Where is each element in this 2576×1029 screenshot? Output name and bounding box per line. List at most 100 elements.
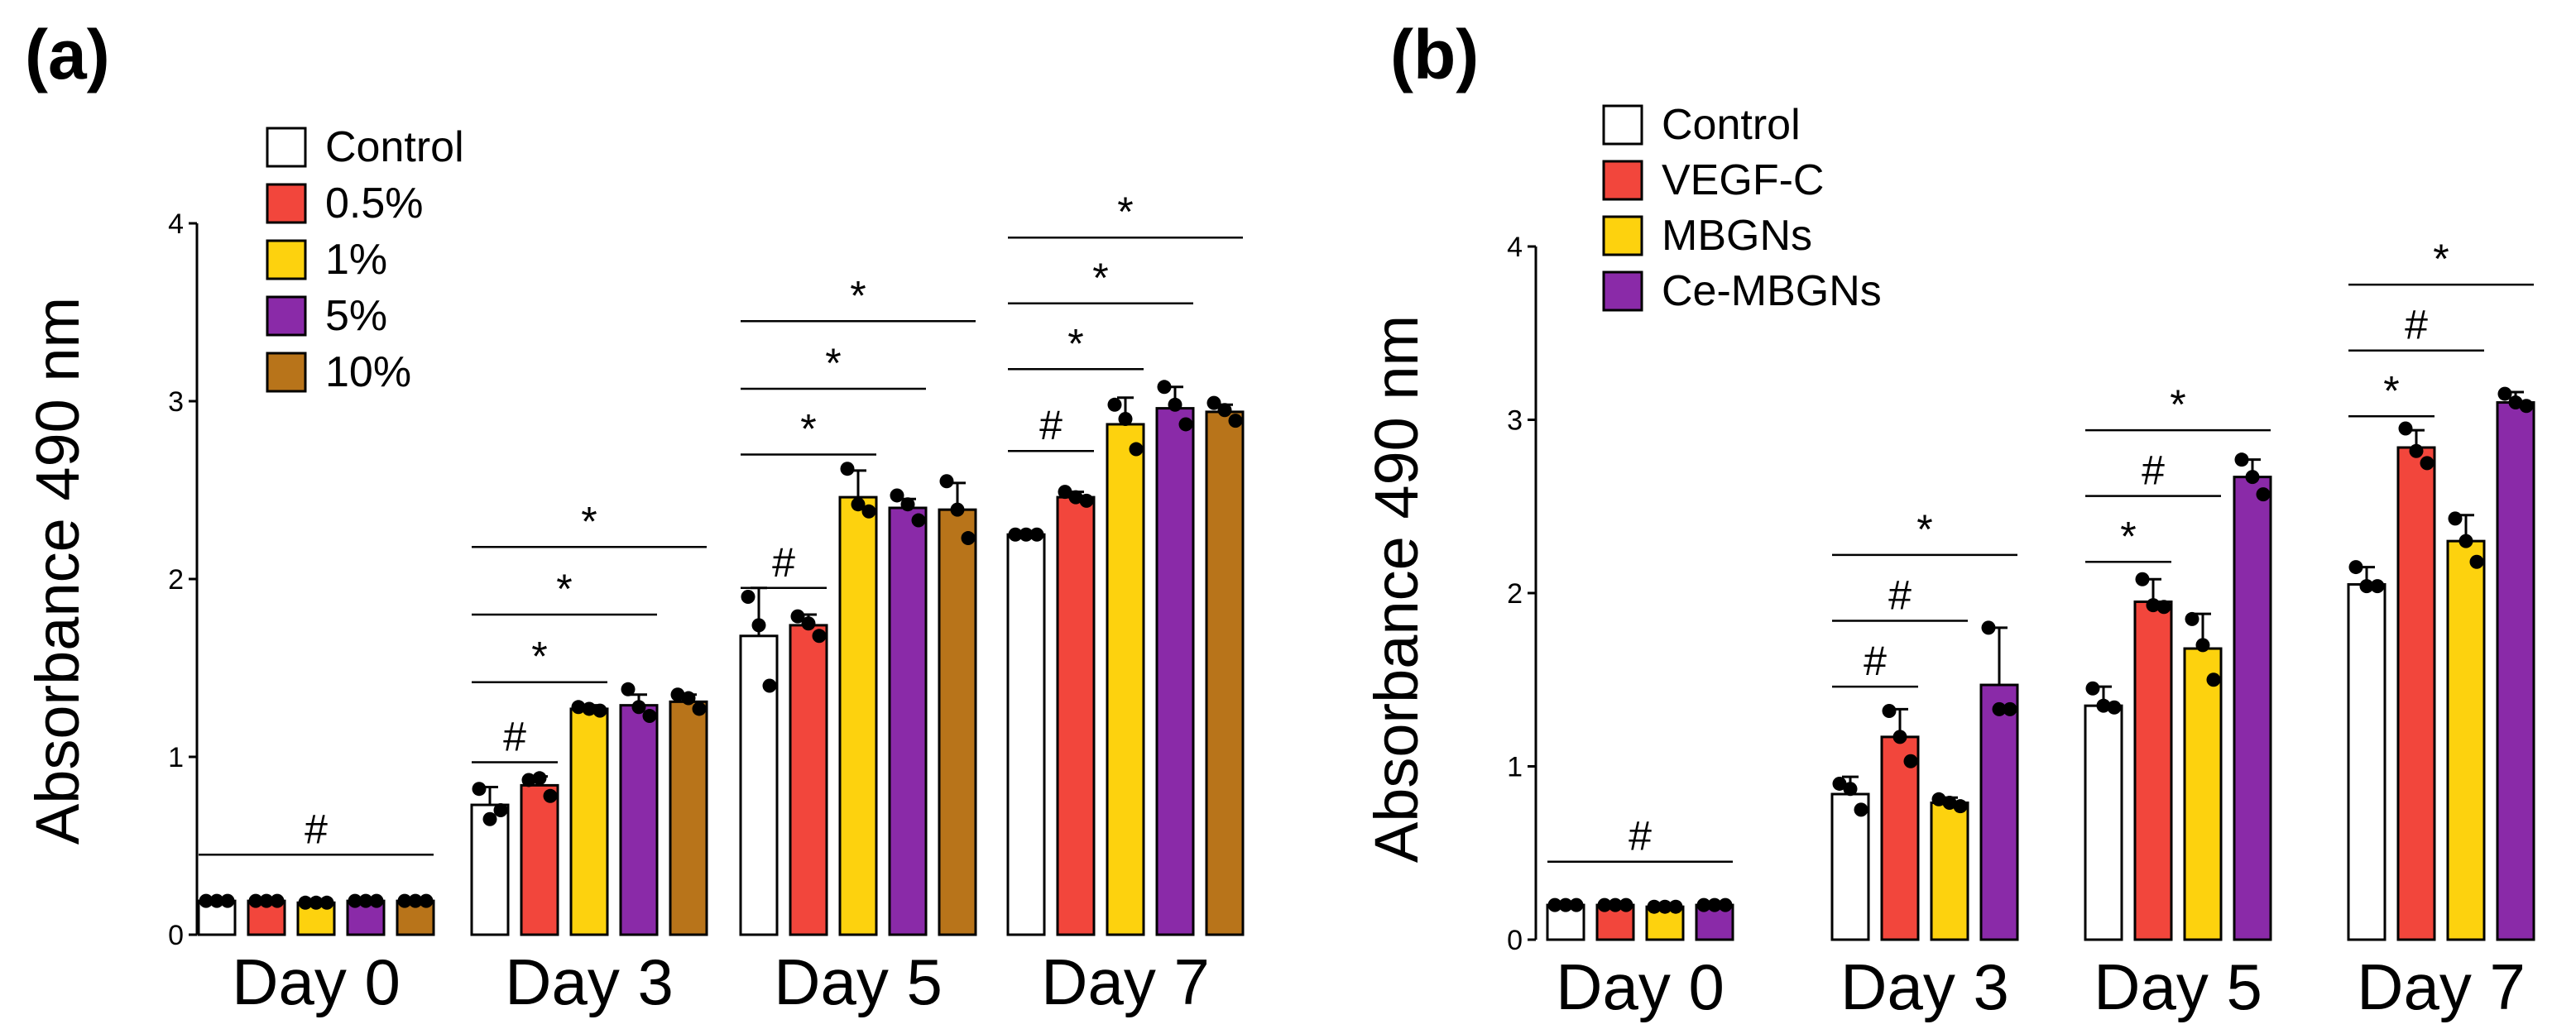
data-point (2409, 443, 2424, 458)
data-point (1832, 776, 1847, 791)
data-point (1647, 899, 1662, 914)
significance-marker: # (1864, 638, 1887, 684)
data-point (472, 782, 487, 797)
data-point (1118, 412, 1133, 426)
data-point (2256, 487, 2271, 502)
data-point (1029, 527, 1044, 542)
bar-1-4 (669, 700, 708, 936)
y-axis-title: Absorbance 490 nm (1362, 315, 1431, 863)
significance-marker: * (1117, 189, 1133, 235)
data-point (692, 701, 707, 716)
significance-marker: # (1888, 572, 1912, 619)
legend-swatch (266, 127, 307, 168)
legend-label: 0.5% (325, 179, 424, 227)
y-tick-label: 4 (168, 208, 184, 240)
y-tick-label: 4 (1507, 232, 1523, 263)
x-tick-label: Day 7 (2357, 950, 2526, 1023)
x-tick-label: Day 0 (232, 945, 401, 1018)
data-point (1903, 754, 1918, 768)
data-point (2469, 554, 2484, 569)
data-point (543, 788, 558, 803)
bar-3-1 (2396, 446, 2436, 941)
data-point (532, 771, 547, 786)
significance-marker: * (556, 566, 572, 612)
data-point (681, 691, 696, 706)
data-point (900, 497, 915, 512)
legend-label: Control (325, 123, 464, 171)
data-point (209, 893, 224, 908)
x-tick-label: Day 5 (2094, 950, 2262, 1023)
bar-1-0 (470, 803, 510, 936)
chart-panel-0: (a) Absorbance 490 nm 0 1 2 3 4 Day 0 Day 3 Day 5… (23, 16, 1245, 1018)
data-point (2156, 600, 2171, 615)
y-tick-label: 2 (168, 564, 184, 596)
bar-3-1 (1056, 495, 1096, 936)
data-point (670, 687, 685, 702)
data-point (259, 893, 274, 908)
data-point (2245, 470, 2260, 485)
legend-swatch (266, 239, 307, 280)
data-point (199, 893, 213, 908)
y-tick-label: 1 (168, 742, 184, 773)
data-point (1068, 490, 1083, 505)
data-point (309, 895, 324, 910)
data-point (2370, 579, 2385, 594)
significance-marker: * (2120, 513, 2136, 559)
data-point (1892, 730, 1907, 744)
data-point (1168, 397, 1182, 412)
data-point (1696, 897, 1711, 912)
data-point (419, 893, 434, 908)
x-tick-label: Day 3 (505, 945, 674, 1018)
data-point (1008, 527, 1023, 542)
significance-marker: # (772, 539, 795, 586)
data-point (2497, 386, 2512, 401)
bar-2-2 (838, 495, 878, 936)
data-point (358, 893, 373, 908)
data-point (950, 502, 965, 517)
data-point (1547, 897, 1562, 912)
bar-3-2 (2446, 539, 2486, 941)
data-point (1608, 897, 1623, 912)
bar-3-0 (2347, 583, 2387, 941)
data-point (1942, 795, 1957, 810)
data-point (911, 513, 926, 528)
x-tick-label: Day 7 (1041, 945, 1210, 1018)
data-point (1228, 414, 1243, 428)
bar-2-4 (938, 508, 977, 936)
significance-marker: # (2405, 302, 2428, 348)
data-point (493, 803, 508, 817)
legend-swatch (266, 183, 307, 224)
bar-2-1 (789, 624, 828, 936)
data-point (2348, 560, 2363, 575)
data-point (248, 893, 263, 908)
data-point (790, 609, 805, 624)
data-point (1854, 802, 1868, 817)
bar-2-0 (739, 634, 779, 936)
significance-marker: * (1067, 320, 1083, 366)
data-point (2195, 638, 2210, 653)
significance-marker: * (2383, 367, 2399, 414)
legend-label: 1% (325, 236, 387, 284)
data-point (592, 703, 607, 718)
bar-2-1 (2133, 600, 2173, 941)
data-point (1129, 442, 1144, 457)
panel-label: (b) (1390, 16, 1479, 93)
data-point (2085, 681, 2100, 696)
data-point (1206, 395, 1221, 410)
data-point (582, 701, 597, 716)
data-point (319, 895, 334, 910)
legend-swatch (1602, 215, 1643, 256)
bar-1-3 (619, 704, 659, 936)
x-tick-label: Day 0 (1556, 950, 1725, 1023)
data-point (801, 616, 816, 631)
legend-swatch (266, 295, 307, 337)
data-point (408, 893, 423, 908)
data-point (2107, 700, 2122, 715)
y-tick-label: 1 (1507, 752, 1523, 783)
data-point (482, 811, 497, 826)
significance-marker: # (305, 806, 328, 852)
legend-label: 5% (325, 292, 387, 340)
significance-marker: * (581, 498, 597, 544)
significance-marker: * (1092, 255, 1108, 301)
